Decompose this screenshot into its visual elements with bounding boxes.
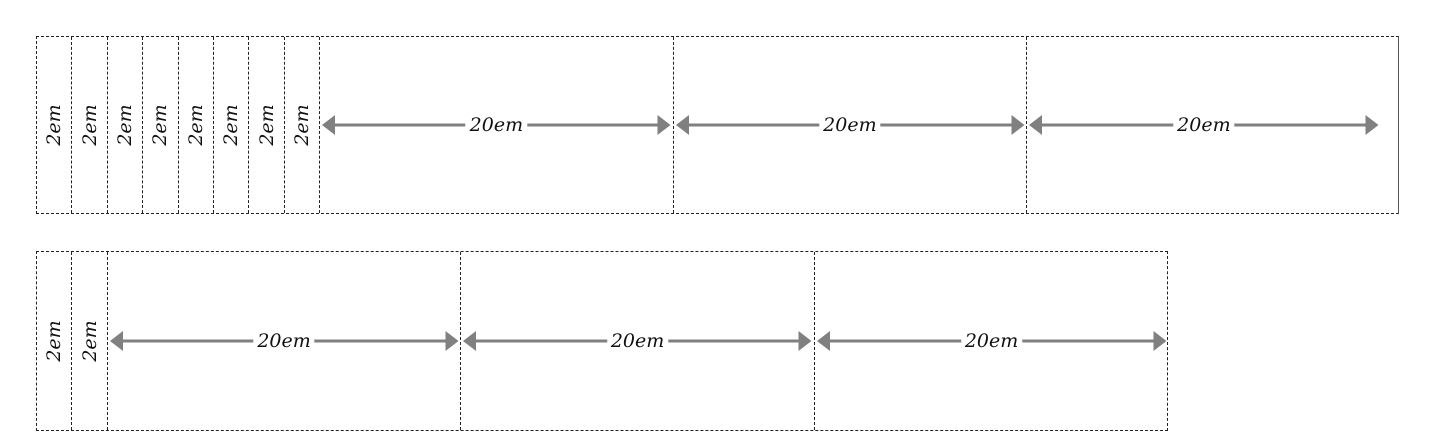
narrow-column: 2em bbox=[72, 252, 108, 430]
narrow-column: 2em bbox=[249, 37, 285, 213]
arrow-head-right bbox=[1011, 115, 1025, 135]
arrow-head-right bbox=[445, 331, 459, 351]
column-width-label: 2em bbox=[43, 320, 66, 362]
arrow-head-right bbox=[657, 115, 671, 135]
wide-column: 20em bbox=[815, 252, 1169, 430]
column-width-label: 2em bbox=[220, 104, 243, 146]
arrow-head-left bbox=[322, 115, 336, 135]
column-width-label: 20em bbox=[960, 330, 1023, 352]
narrow-column: 2em bbox=[37, 252, 73, 430]
narrow-column: 2em bbox=[72, 37, 108, 213]
column-width-label: 2em bbox=[78, 320, 101, 362]
column-width-label: 20em bbox=[819, 114, 881, 136]
arrow-head-right bbox=[798, 331, 812, 351]
column-width-label: 2em bbox=[43, 104, 66, 146]
narrow-column: 2em bbox=[214, 37, 250, 213]
narrow-column: 2em bbox=[143, 37, 179, 213]
column-width-label: 2em bbox=[255, 104, 278, 146]
arrow-head-left bbox=[109, 331, 123, 351]
narrow-column: 2em bbox=[37, 37, 73, 213]
wide-column: 20em bbox=[1027, 37, 1381, 213]
arrow-head-left bbox=[675, 115, 689, 135]
narrow-column: 2em bbox=[108, 37, 144, 213]
arrow-head-left bbox=[1029, 115, 1043, 135]
diagram-row-1: 2em 2em 2em 2em 2em 2em 2em 2em 20em 20e… bbox=[36, 36, 1399, 214]
wide-column: 20em bbox=[461, 252, 815, 430]
arrow-head-right bbox=[1153, 331, 1167, 351]
arrow-head-left bbox=[816, 331, 830, 351]
wide-column: 20em bbox=[674, 37, 1028, 213]
wide-column: 20em bbox=[320, 37, 674, 213]
column-width-label: 20em bbox=[606, 330, 669, 352]
arrow-head-left bbox=[463, 331, 477, 351]
column-width-label: 2em bbox=[113, 104, 136, 146]
diagram-row-2: 2em 2em 20em 20em 20em bbox=[36, 251, 1168, 431]
narrow-column: 2em bbox=[179, 37, 214, 213]
narrow-column: 2em bbox=[285, 37, 321, 213]
column-width-label: 2em bbox=[290, 104, 313, 146]
arrow-head-right bbox=[1365, 115, 1379, 135]
wide-column: 20em bbox=[108, 252, 462, 430]
column-width-label: 2em bbox=[184, 104, 207, 146]
column-width-label: 20em bbox=[465, 114, 528, 136]
column-width-label: 2em bbox=[149, 104, 172, 146]
column-width-label: 20em bbox=[253, 330, 315, 352]
column-width-label: 2em bbox=[78, 104, 101, 146]
column-width-label: 20em bbox=[1173, 114, 1235, 136]
